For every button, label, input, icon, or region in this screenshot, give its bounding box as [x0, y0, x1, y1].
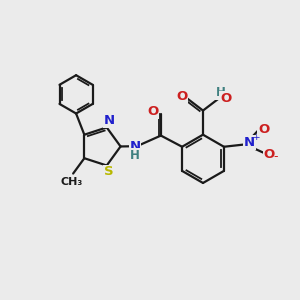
Text: +: +: [252, 134, 259, 142]
Text: S: S: [104, 166, 114, 178]
Text: H: H: [130, 149, 139, 162]
Text: O: O: [258, 123, 269, 136]
Text: O: O: [220, 92, 231, 105]
Text: N: N: [103, 114, 115, 128]
Text: N: N: [129, 140, 140, 153]
Text: -: -: [274, 150, 278, 163]
Text: O: O: [176, 90, 187, 103]
Text: O: O: [147, 105, 158, 118]
Text: CH₃: CH₃: [61, 177, 83, 187]
Text: N: N: [244, 136, 255, 149]
Text: H: H: [216, 86, 226, 99]
Text: O: O: [264, 148, 275, 161]
